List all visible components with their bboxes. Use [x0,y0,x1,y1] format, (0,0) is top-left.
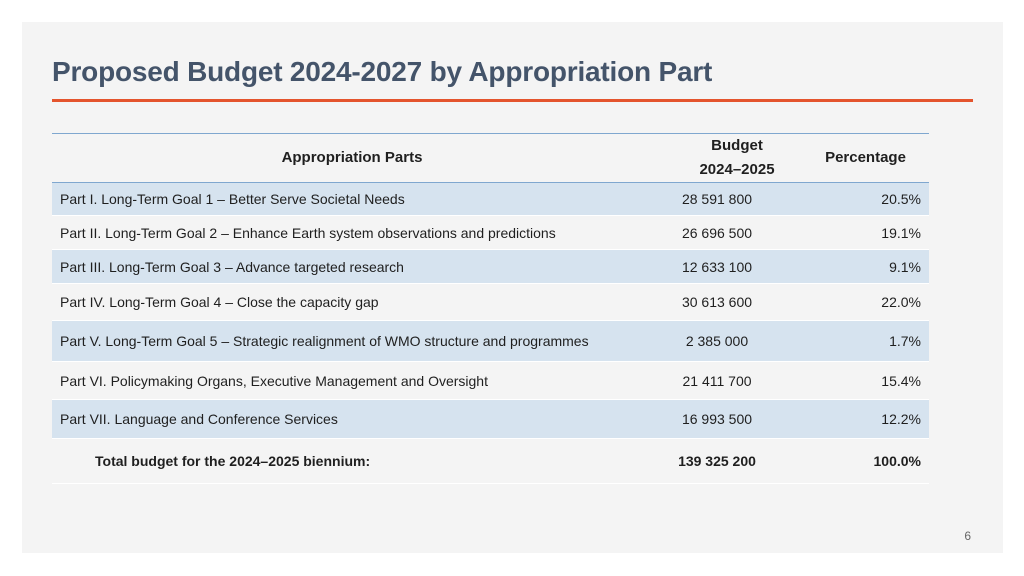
row-amount: 16 993 500 [681,411,753,427]
row-part: Part I. Long-Term Goal 1 – Better Serve … [60,191,405,207]
header-appropriation-parts: Appropriation Parts [281,149,423,166]
row-percentage: 22.0% [881,294,921,310]
row-amount: 28 591 800 [681,191,753,207]
table-row: Part VII. Language and Conference Servic… [52,399,929,439]
row-percentage: 9.1% [889,258,921,275]
table-row: Part V. Long-Term Goal 5 – Strategic rea… [52,320,929,362]
table-row: Part II. Long-Term Goal 2 – Enhance Eart… [52,215,929,250]
table-row: Part III. Long-Term Goal 3 – Advance tar… [52,249,929,284]
row-amount: 21 411 700 [682,372,752,389]
row-percentage: 20.5% [881,191,921,207]
table-header-row: Appropriation Parts Budget 2024–2025 Per… [52,133,929,183]
row-amount: 12 633 100 [681,258,753,275]
header-budget-line2: 2024–2025 [699,161,775,178]
total-row: Total budget for the 2024–2025 biennium:… [52,438,929,484]
slide: Proposed Budget 2024-2027 by Appropriati… [22,22,1003,553]
row-amount: 2 385 000 [685,333,749,349]
row-amount: 30 613 600 [681,294,753,310]
header-budget-line1: Budget [711,137,763,154]
table-row: Part IV. Long-Term Goal 4 – Close the ca… [52,283,929,321]
slide-title: Proposed Budget 2024-2027 by Appropriati… [52,56,713,87]
row-percentage: 15.4% [881,372,921,389]
page-number: 6 [964,529,971,543]
total-label: Total budget for the 2024–2025 biennium: [95,453,371,469]
total-percentage: 100.0% [873,453,921,469]
table-row: Part I. Long-Term Goal 1 – Better Serve … [52,182,929,216]
header-percentage: Percentage [825,149,906,166]
budget-table: Appropriation Parts Budget 2024–2025 Per… [52,133,929,484]
total-amount: 139 325 200 [678,453,756,469]
row-percentage: 19.1% [881,224,921,241]
row-part: Part II. Long-Term Goal 2 – Enhance Eart… [60,224,556,241]
row-part: Part IV. Long-Term Goal 4 – Close the ca… [60,294,379,310]
row-part: Part VII. Language and Conference Servic… [60,411,338,427]
row-part: Part V. Long-Term Goal 5 – Strategic rea… [60,333,589,349]
row-percentage: 1.7% [889,333,921,349]
header-budget: Budget 2024–2025 [652,134,782,183]
row-part: Part VI. Policymaking Organs, Executive … [60,372,488,389]
row-percentage: 12.2% [881,411,921,427]
row-amount: 26 696 500 [681,224,753,241]
title-underline [52,99,973,102]
row-part: Part III. Long-Term Goal 3 – Advance tar… [60,258,404,275]
table-row: Part VI. Policymaking Organs, Executive … [52,361,929,400]
